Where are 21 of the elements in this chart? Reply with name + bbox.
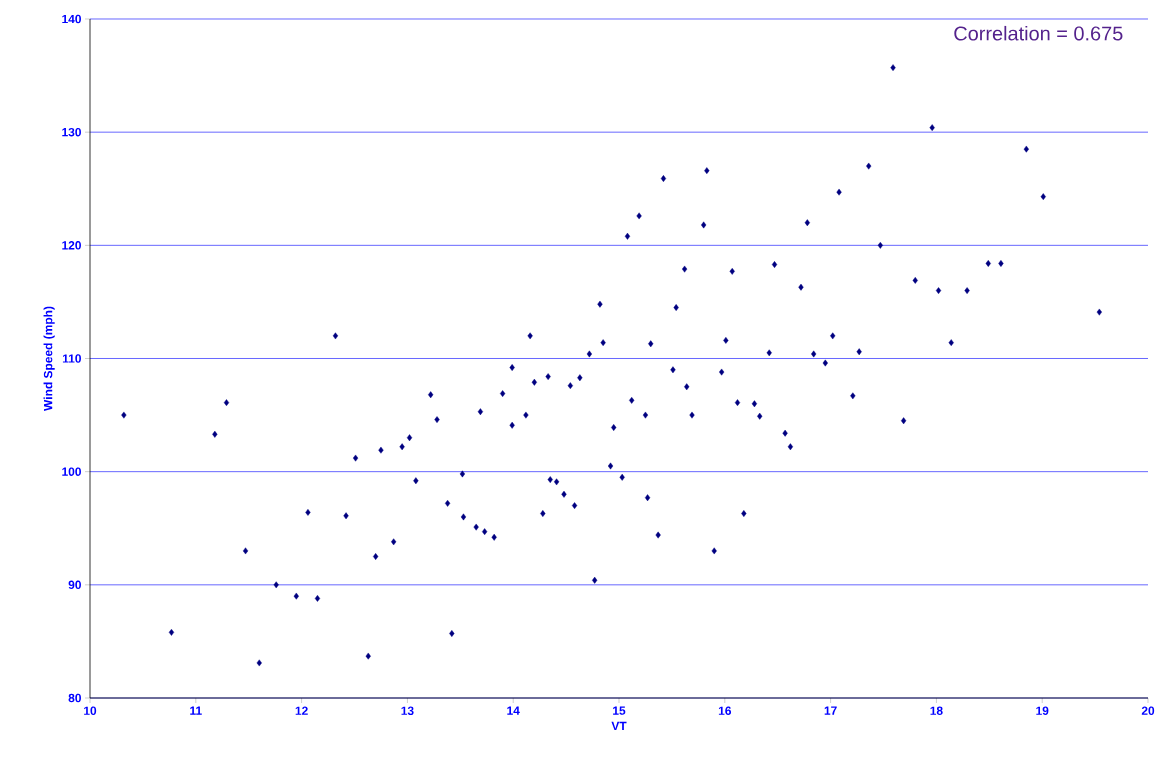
x-tick-label: 20	[1141, 706, 1155, 715]
x-tick-label: 11	[190, 706, 202, 715]
x-tick-label: 16	[718, 706, 732, 715]
y-tick-label: 80	[68, 693, 81, 703]
x-tick-label: 19	[1036, 706, 1049, 715]
y-axis-title: Wind Speed (mph)	[43, 306, 55, 411]
y-tick-label: 140	[62, 14, 81, 24]
y-tick-label: 120	[62, 241, 81, 250]
x-tick-label: 15	[613, 706, 626, 715]
x-axis-title: VT	[611, 721, 627, 731]
x-tick-label: 12	[295, 706, 308, 715]
x-tick-label: 17	[824, 706, 837, 715]
y-tick-label: 110	[62, 354, 81, 363]
x-tick-label: 10	[84, 706, 97, 715]
x-tick-label: 13	[401, 706, 414, 716]
y-tick-label: 100	[62, 467, 81, 476]
y-tick-label: 130	[62, 127, 81, 137]
x-tick-label: 18	[930, 706, 943, 715]
annotation: Correlation = 0.675	[954, 25, 1123, 41]
y-tick-label: 90	[68, 580, 81, 590]
x-tick-label: 14	[507, 706, 520, 715]
